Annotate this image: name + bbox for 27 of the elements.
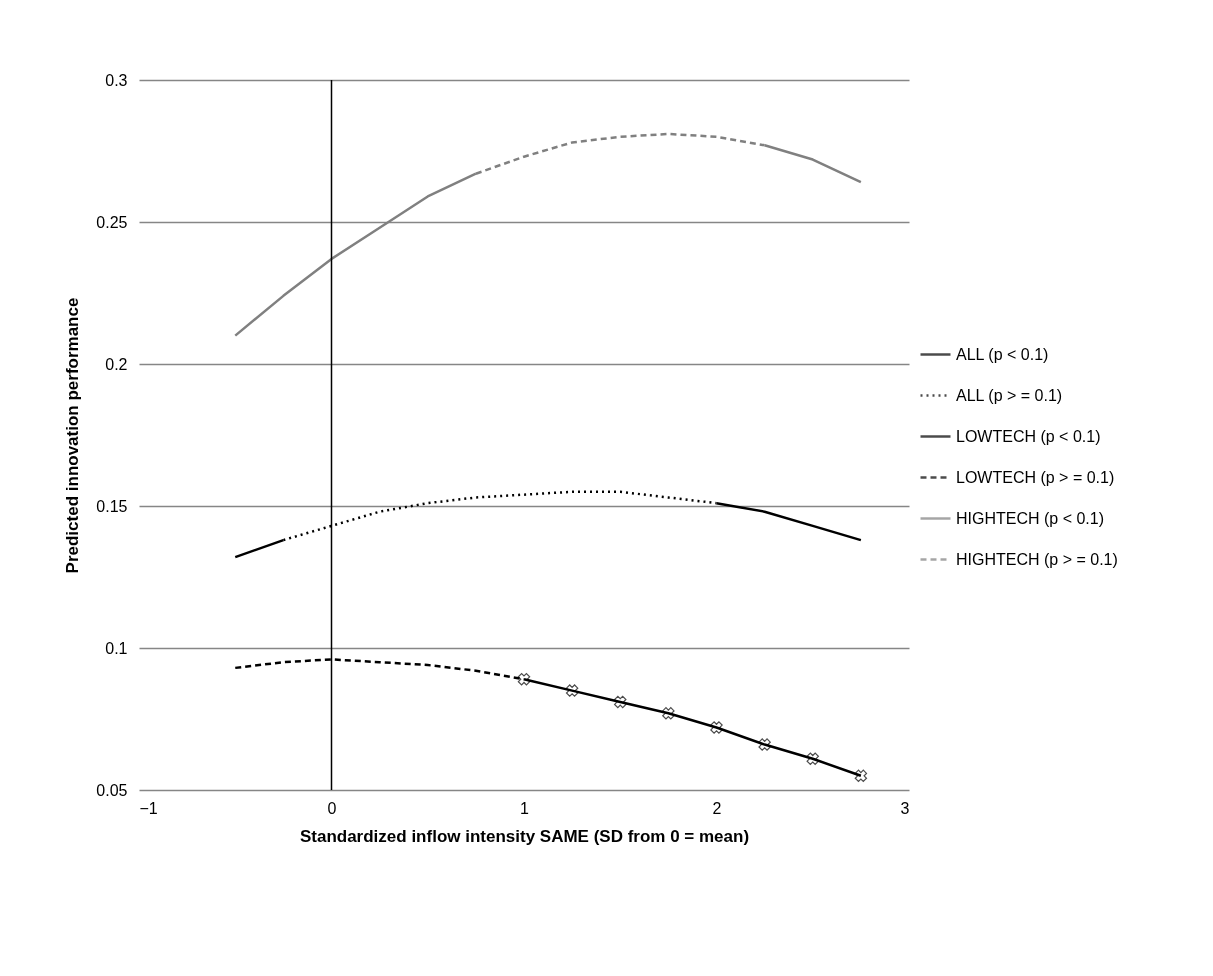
legend-label: ALL (p < 0.1) — [956, 345, 1049, 363]
point — [758, 738, 771, 751]
y-tick-label: 0.15 — [96, 497, 128, 515]
legend-label: LOWTECH (p > = 0.1) — [956, 468, 1115, 486]
y-tick-label: 0.3 — [105, 71, 128, 89]
y-axis-title: Predicted innovation performance — [63, 297, 83, 574]
x-tick-label: 2 — [712, 799, 722, 817]
legend-label: HIGHTECH (p > = 0.1) — [956, 550, 1118, 568]
x-tick-label: 3 — [900, 799, 910, 817]
legend-label: HIGHTECH (p < 0.1) — [956, 509, 1105, 527]
point — [710, 721, 723, 734]
legend-label: ALL (p > = 0.1) — [956, 386, 1063, 404]
point — [614, 695, 627, 709]
legend-label: LOWTECH (p < 0.1) — [956, 427, 1101, 445]
x-tick-label: 0 — [327, 799, 337, 817]
x-axis-title: Standardized inflow intensity SAME (SD from 0 = mean) — [299, 826, 750, 846]
y-tick-label: 0.25 — [96, 213, 128, 231]
y-tick-label: 0.05 — [96, 781, 128, 799]
y-tick-label: 0.1 — [105, 639, 128, 657]
point — [662, 707, 675, 720]
point — [517, 673, 531, 686]
point — [565, 684, 579, 697]
point — [806, 752, 819, 765]
point — [854, 769, 868, 783]
y-tick-label: 0.2 — [105, 355, 128, 373]
x-tick-label: 1 — [520, 799, 530, 817]
x-tick-label: −1 — [139, 799, 158, 817]
